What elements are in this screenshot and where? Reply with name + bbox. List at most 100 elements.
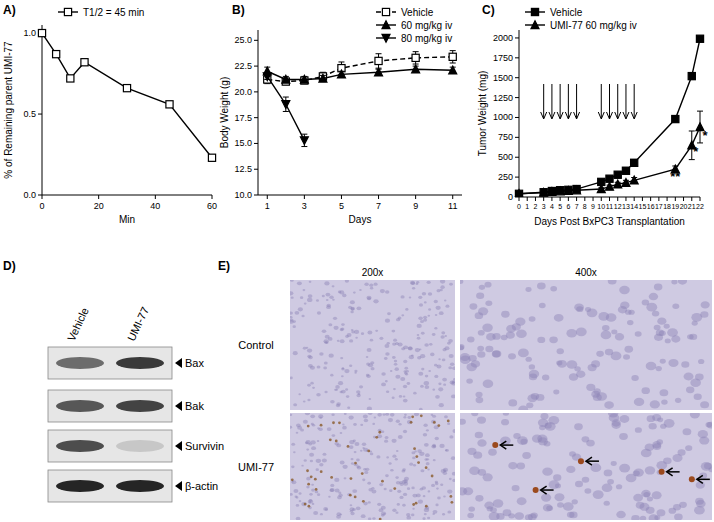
- nucleus: [367, 406, 372, 410]
- nucleus: [528, 513, 537, 520]
- data-point: [597, 185, 605, 193]
- x-axis-label: Min: [119, 214, 135, 225]
- arrow-head: [500, 441, 506, 449]
- nucleus: [438, 383, 441, 386]
- nucleus: [512, 485, 520, 491]
- arrow-head: [586, 457, 592, 465]
- nucleus: [323, 366, 327, 369]
- nucleus: [338, 290, 341, 293]
- nucleus: [349, 445, 354, 449]
- nucleus: [309, 281, 312, 283]
- stained-cell: [375, 436, 378, 439]
- nucleus: [492, 351, 501, 358]
- x-tick: [642, 197, 643, 201]
- nucleus: [418, 317, 423, 321]
- nucleus: [517, 436, 528, 445]
- nucleus: [344, 477, 347, 479]
- nucleus: [381, 382, 386, 386]
- nucleus: [299, 492, 302, 494]
- nucleus: [660, 424, 666, 429]
- x-tick-label: 3: [302, 201, 307, 211]
- nucleus: [340, 328, 344, 331]
- nucleus: [477, 416, 486, 423]
- nucleus: [316, 393, 321, 397]
- nucleus: [501, 311, 509, 318]
- nucleus: [445, 449, 448, 451]
- stained-cell: [307, 425, 310, 428]
- nucleus: [625, 310, 632, 315]
- arrow-shaft: [609, 84, 610, 118]
- nucleus: [478, 469, 486, 476]
- stained-cell: [410, 421, 413, 424]
- x-tick: [378, 195, 379, 199]
- nucleus: [348, 306, 352, 309]
- nucleus: [449, 354, 454, 358]
- arrow-head: [541, 112, 547, 119]
- nucleus: [367, 331, 372, 335]
- band: [56, 400, 104, 412]
- nucleus: [345, 280, 349, 283]
- x-tick: [535, 197, 536, 201]
- x-tick-label: 21: [688, 203, 696, 210]
- nucleus: [520, 439, 527, 445]
- nucleus: [328, 496, 331, 498]
- x-tick: [617, 197, 618, 201]
- nucleus: [516, 330, 527, 339]
- arrow-head: [631, 112, 637, 119]
- x-tick: [452, 195, 453, 199]
- nucleus: [557, 360, 567, 368]
- dose-arrow: [615, 84, 621, 119]
- nucleus: [443, 468, 448, 472]
- legend-label: T1/2 = 45 min: [83, 7, 144, 18]
- nucleus: [473, 452, 482, 459]
- nucleus: [404, 367, 408, 370]
- nucleus: [668, 359, 678, 367]
- nucleus: [453, 378, 455, 381]
- nucleus: [700, 311, 708, 318]
- nucleus: [360, 450, 363, 452]
- series-line: [519, 127, 700, 194]
- nucleus: [396, 450, 399, 452]
- nucleus: [305, 413, 310, 415]
- nucleus: [649, 293, 658, 300]
- nucleus: [338, 491, 341, 493]
- nucleus: [306, 448, 309, 450]
- nucleus: [328, 337, 333, 341]
- nucleus: [596, 392, 607, 400]
- data-point: [696, 35, 703, 42]
- nucleus: [303, 347, 307, 350]
- nucleus: [401, 295, 405, 298]
- nucleus: [460, 344, 465, 350]
- nucleus: [308, 294, 313, 298]
- arrow-shaft: [542, 489, 554, 491]
- nucleus: [427, 281, 431, 284]
- data-point: [540, 188, 548, 196]
- nucleus: [291, 465, 294, 468]
- row-label: UMI-77: [238, 461, 274, 473]
- nucleus: [336, 515, 341, 519]
- arrow-head: [607, 112, 613, 119]
- stained-cell: [425, 505, 428, 508]
- nucleus: [443, 495, 446, 497]
- nucleus: [368, 517, 371, 520]
- nucleus: [352, 489, 357, 493]
- y-tick-label: 1.0: [23, 28, 36, 38]
- arrow-shaft: [668, 471, 680, 473]
- nucleus: [296, 432, 299, 434]
- nucleus: [647, 496, 653, 501]
- dose-arrow: [541, 84, 547, 119]
- nucleus: [418, 296, 422, 299]
- nucleus: [478, 330, 485, 336]
- series-line: [267, 76, 304, 140]
- nucleus: [403, 430, 407, 433]
- nucleus: [304, 459, 307, 462]
- stained-cell: [413, 447, 416, 450]
- nucleus: [327, 427, 332, 431]
- nucleus: [529, 370, 539, 378]
- row-pointer: [175, 481, 182, 491]
- nucleus: [351, 462, 354, 464]
- nucleus: [319, 463, 323, 466]
- nucleus: [403, 360, 407, 363]
- y-tick-label: 15.0: [234, 138, 252, 148]
- nucleus: [408, 347, 413, 351]
